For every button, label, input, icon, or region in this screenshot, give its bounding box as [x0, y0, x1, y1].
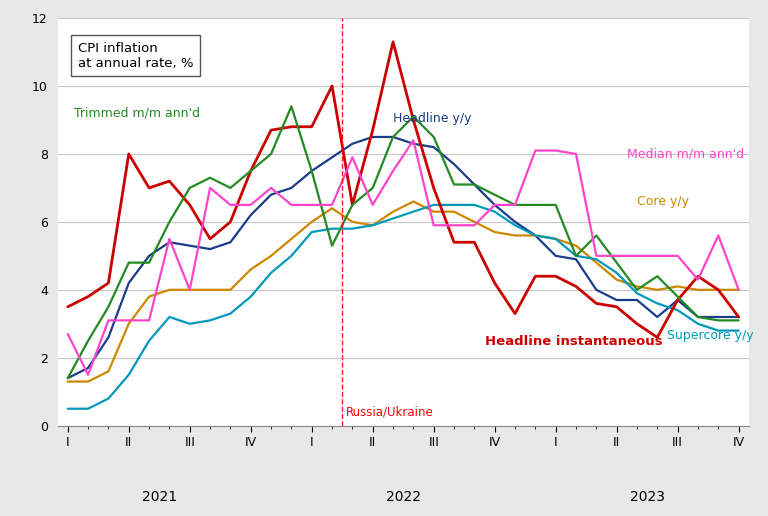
- Text: Headline instantaneous: Headline instantaneous: [485, 334, 662, 348]
- Text: Headline y/y: Headline y/y: [393, 112, 472, 125]
- Text: 2023: 2023: [630, 490, 664, 504]
- Text: Russia/Ukraine: Russia/Ukraine: [346, 405, 434, 418]
- Text: Core y/y: Core y/y: [637, 195, 689, 208]
- Text: 2022: 2022: [386, 490, 421, 504]
- Text: Median m/m ann'd: Median m/m ann'd: [627, 148, 744, 161]
- Text: Supercore y/y: Supercore y/y: [667, 330, 754, 343]
- Text: CPI inflation
at annual rate, %: CPI inflation at annual rate, %: [78, 42, 194, 70]
- Text: 2021: 2021: [141, 490, 177, 504]
- Text: Trimmed m/m ann'd: Trimmed m/m ann'd: [74, 107, 200, 120]
